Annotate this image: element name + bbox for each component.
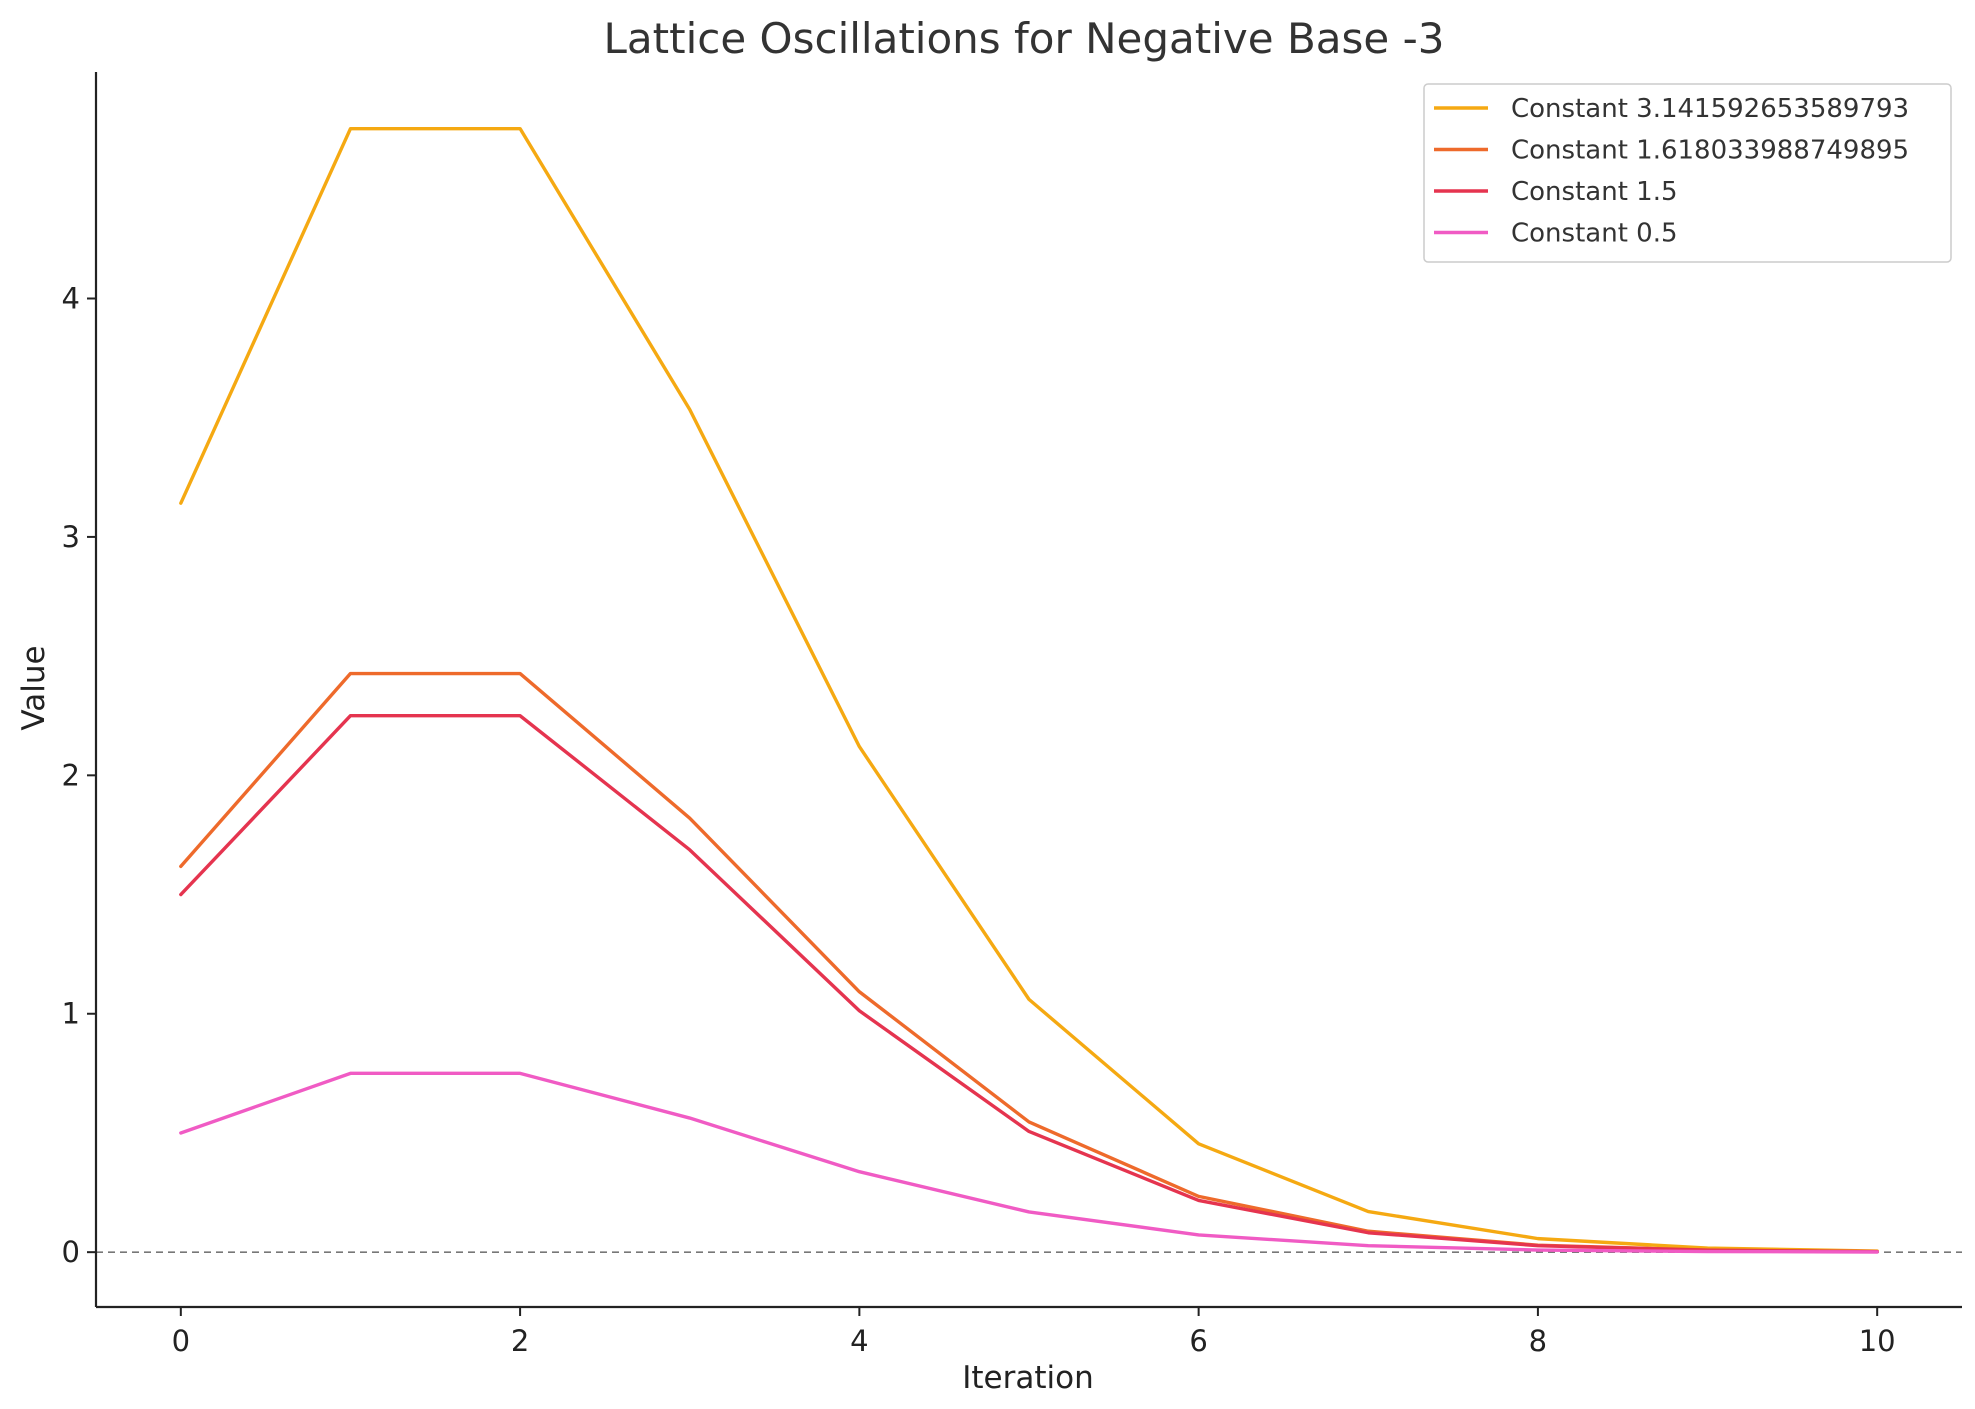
x-tick-label: 8 — [1529, 1324, 1547, 1358]
series-layer — [179, 126, 1879, 1254]
x-ticks: 0 2 4 6 8 10 — [172, 1307, 1896, 1358]
x-tick-label: 0 — [172, 1324, 190, 1358]
legend-frame — [1423, 83, 1952, 263]
y-axis-label: Value — [16, 645, 52, 730]
x-tick-label: 4 — [850, 1324, 868, 1358]
x-tick-label: 10 — [1859, 1324, 1896, 1358]
legend-label-4: Constant 0.5 — [1511, 219, 1678, 249]
y-tick-label: 1 — [62, 997, 80, 1031]
series-line-4 — [179, 1071, 1879, 1254]
y-tick-label: 4 — [62, 281, 80, 315]
x-tick-label: 6 — [1189, 1324, 1207, 1358]
x-tick-label: 2 — [511, 1324, 529, 1358]
legend-label-3: Constant 1.5 — [1511, 177, 1678, 207]
legend-label-1: Constant 3.141592653589793 — [1511, 94, 1909, 124]
series-line-2 — [179, 671, 1879, 1254]
x-axis-label: Iteration — [962, 1360, 1094, 1396]
y-ticks: 0 1 2 3 4 — [62, 281, 96, 1269]
y-tick-label: 0 — [62, 1235, 80, 1269]
legend-label-2: Constant 1.618033988749895 — [1511, 136, 1909, 166]
chart-title: Lattice Oscillations for Negative Base -… — [604, 14, 1445, 63]
series-line-1 — [179, 126, 1879, 1253]
y-tick-label: 2 — [62, 758, 80, 792]
series-line-3 — [179, 714, 1879, 1254]
legend: Constant 3.141592653589793 Constant 1.618… — [1423, 83, 1952, 263]
y-tick-label: 3 — [62, 520, 80, 554]
